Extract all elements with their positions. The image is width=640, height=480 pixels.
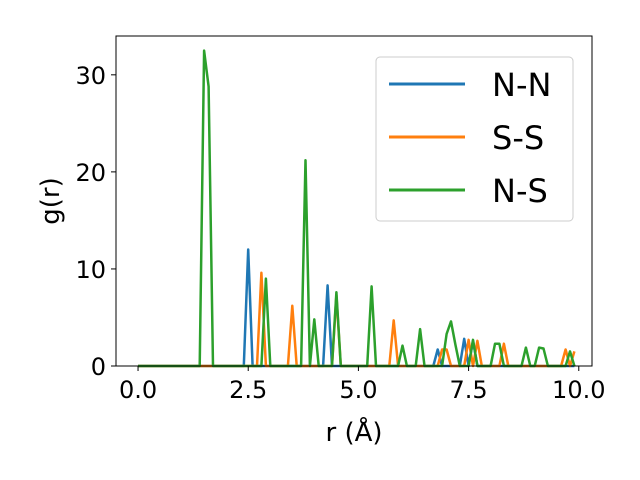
plot-frame [115, 35, 593, 367]
series-line-s-s [138, 271, 576, 368]
series-line-n-n [138, 248, 575, 368]
legend-label: N-N [492, 66, 551, 104]
y-tick-label: 10 [75, 256, 106, 284]
y-tick-label: 20 [75, 159, 106, 187]
y-tick-label: 30 [75, 62, 106, 90]
x-tick-label: 2.5 [229, 376, 267, 404]
x-tick-label: 0.0 [119, 376, 157, 404]
x-tick-label: 7.5 [450, 376, 488, 404]
x-axis-ticks: 0.0 2.5 5.0 7.5 10.0 [119, 366, 605, 404]
legend: N-N S-S N-S [375, 56, 574, 222]
legend-label: S-S [492, 119, 544, 157]
legend-box [375, 56, 574, 222]
y-tick-label: 0 [91, 353, 106, 381]
y-axis-label: g(r) [36, 177, 66, 224]
x-axis-label: r (Å) [325, 416, 382, 448]
x-tick-label: 10.0 [552, 376, 605, 404]
legend-label: N-S [492, 172, 548, 210]
x-tick-label: 5.0 [339, 376, 377, 404]
y-axis-ticks: 0 10 20 30 [75, 62, 116, 381]
